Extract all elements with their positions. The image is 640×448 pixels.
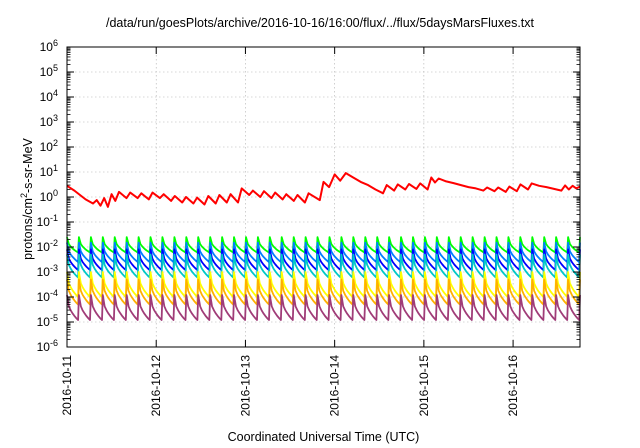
x-tick-label: 2016-10-14: [328, 355, 342, 417]
y-tick-label: 100: [40, 188, 58, 204]
x-tick-label: 2016-10-15: [417, 355, 431, 417]
y-tick-labels: 10-6 10-5 10-4 10-3 10-2 10-1 100 101 102 103 104 1…: [37, 38, 58, 354]
y-axis-label-base: protons/cm: [21, 198, 36, 260]
series-group: [66, 172, 581, 321]
x-tick-label: 2016-10-13: [238, 355, 252, 417]
x-tick-labels: 2016-10-11 2016-10-12 2016-10-13 2016-10-14…: [60, 355, 520, 417]
series-line-3: [66, 248, 581, 271]
grid-lines: [67, 47, 580, 347]
x-tick-label: 2016-10-11: [60, 355, 74, 416]
series-line-2: [66, 241, 581, 264]
series-line-4: [66, 253, 581, 279]
chart-title: /data/run/goesPlots/archive/2016-10-16/1…: [105, 16, 534, 30]
y-tick-label: 10-5: [37, 313, 58, 329]
series-line-5: [66, 271, 581, 298]
y-tick-label: 106: [40, 38, 58, 54]
series-line-7: [66, 294, 581, 321]
y-tick-label: 10-3: [37, 263, 58, 279]
y-tick-label: 10-6: [37, 338, 58, 354]
y-tick-label: 103: [40, 113, 58, 129]
x-tick-label: 2016-10-12: [149, 355, 163, 417]
y-tick-label: 10-1: [37, 213, 58, 229]
y-tick-label: 10-2: [37, 238, 58, 254]
y-tick-label: 105: [40, 63, 58, 79]
series-line-0: [66, 172, 581, 208]
y-axis-label-sup: 2: [18, 193, 29, 199]
series-line-1: [66, 236, 581, 254]
x-tick-label: 2016-10-16: [506, 355, 520, 417]
y-axis-label-rest: -s-sr-MeV: [21, 138, 36, 193]
y-tick-label: 102: [40, 138, 58, 154]
y-tick-label: 10-4: [37, 288, 58, 304]
y-axis-label: protons/cm2-s-sr-MeV: [19, 138, 35, 260]
axis-ticks: [66, 46, 580, 348]
y-tick-label: 101: [40, 163, 58, 179]
x-axis-label: Coordinated Universal Time (UTC): [227, 430, 420, 444]
y-tick-label: 104: [40, 88, 58, 104]
